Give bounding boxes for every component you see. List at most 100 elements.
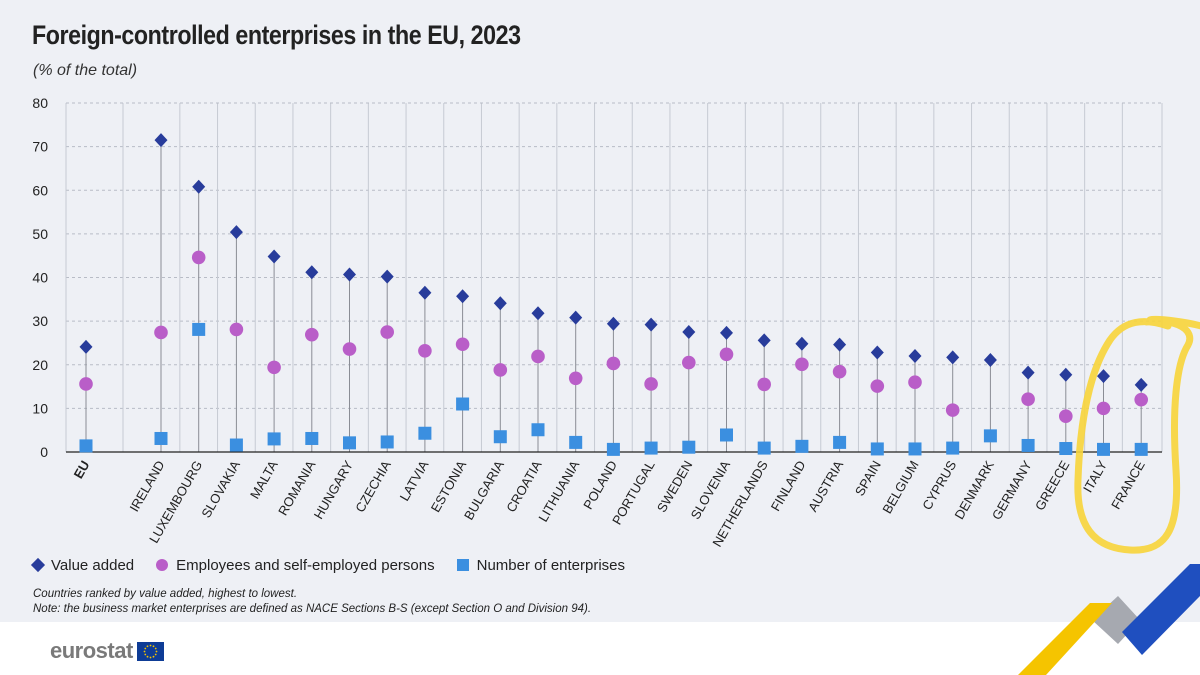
eurostat-logo[interactable]: eurostat: [50, 638, 164, 664]
x-tick-label: FINLAND: [768, 458, 809, 514]
y-tick-label: 20: [32, 357, 48, 373]
value-added-point: [343, 267, 356, 282]
x-tick-label: LATVIA: [397, 458, 432, 504]
x-tick-label: MALTA: [247, 458, 281, 502]
value-added-point: [380, 269, 394, 284]
legend-label-employees: Employees and self-employed persons: [176, 556, 435, 574]
ranking-note: Countries ranked by value added, highest…: [33, 588, 298, 600]
value-added-point: [720, 325, 733, 340]
x-tick-label: AUSTRIA: [805, 458, 846, 515]
value-added-point: [493, 296, 507, 311]
employees-point: [719, 347, 734, 362]
enterprises-point: [720, 428, 733, 442]
y-tick-label: 80: [32, 95, 48, 111]
chart-card: [0, 0, 1200, 622]
legend-label-enterprises: Number of enterprises: [476, 556, 626, 574]
employees-point: [682, 355, 696, 370]
value-added-point: [870, 345, 884, 360]
x-tick-label: HUNGARY: [311, 458, 357, 522]
enterprises-point: [456, 397, 470, 411]
enterprises-point: [606, 442, 620, 456]
value-added-point: [682, 325, 696, 340]
value-added-point: [1021, 365, 1035, 380]
employees-point: [342, 342, 357, 356]
enterprises-point: [908, 442, 922, 456]
x-tick-label: CROATIA: [503, 458, 545, 515]
y-tick-label: 60: [32, 182, 48, 198]
enterprises-point: [79, 439, 93, 453]
x-tick-label: SLOVAKIA: [198, 458, 243, 521]
enterprises-point: [946, 441, 960, 455]
x-tick-label: CYPRUS: [919, 458, 959, 513]
value-added-point: [192, 179, 206, 194]
value-added-point: [154, 133, 168, 148]
x-tick-label: BELGIUM: [879, 458, 921, 516]
legend-item-employees[interactable]: Employees and self-employed persons: [156, 556, 435, 574]
enterprises-point: [1097, 442, 1110, 456]
value-added-point: [418, 285, 432, 300]
value-added-point: [267, 249, 281, 264]
enterprises-point: [795, 439, 809, 453]
x-tick-label: ESTONIA: [428, 458, 470, 515]
value-added-point: [644, 317, 658, 332]
employees-point: [606, 356, 621, 371]
enterprises-point: [493, 430, 507, 444]
value-added-point: [1059, 367, 1073, 382]
value-added-point: [1134, 377, 1148, 392]
x-tick-label: ROMANIA: [275, 458, 318, 518]
enterprises-point: [154, 431, 168, 445]
enterprises-point: [418, 426, 432, 440]
x-tick-label: SWEDEN: [654, 458, 696, 515]
enterprises-point: [757, 441, 771, 455]
employees-point: [795, 357, 809, 372]
x-tick-label: EU: [71, 458, 93, 481]
diamond-marker-icon: [30, 557, 46, 573]
enterprises-point: [1059, 442, 1073, 456]
enterprises-point: [267, 432, 281, 446]
chart-subtitle: (% of the total): [33, 62, 138, 79]
enterprises-point: [343, 436, 356, 450]
x-tick-label: CZECHIA: [352, 458, 394, 515]
enterprises-point: [192, 322, 206, 336]
enterprises-point: [1134, 442, 1148, 456]
y-tick-label: 0: [40, 444, 48, 460]
footer-bar: [0, 622, 1200, 675]
employees-point: [493, 363, 508, 377]
circle-marker-icon: [156, 559, 169, 571]
x-tick-label: SPAIN: [852, 458, 884, 498]
employees-point: [531, 349, 545, 364]
definition-note: Note: the business market enterprises ar…: [33, 603, 592, 615]
logo-text: eurostat: [50, 638, 133, 663]
enterprises-point: [380, 435, 394, 449]
enterprises-point: [833, 435, 847, 449]
employees-point: [1021, 392, 1035, 407]
x-tick-label: FRANCE: [1108, 458, 1148, 512]
employees-point: [945, 403, 960, 417]
x-tick-label: POLAND: [580, 458, 620, 512]
value-added-point: [1097, 369, 1110, 384]
value-added-point: [229, 225, 243, 240]
employees-point: [191, 250, 206, 265]
enterprises-point: [305, 431, 319, 445]
enterprises-point: [531, 423, 545, 437]
legend-item-enterprises[interactable]: Number of enterprises: [456, 556, 626, 574]
value-added-point: [456, 289, 470, 304]
employees-point: [418, 343, 432, 358]
employees-point: [568, 371, 583, 386]
x-tick-label: GREECE: [1032, 458, 1073, 513]
value-added-point: [305, 265, 319, 280]
employees-point: [757, 377, 771, 392]
employees-point: [1096, 401, 1111, 416]
enterprises-point: [983, 429, 997, 443]
x-tick-label: ITALY: [1080, 458, 1110, 495]
enterprises-point: [229, 438, 243, 452]
enterprises-point: [870, 442, 884, 456]
employees-point: [1059, 409, 1073, 424]
y-tick-label: 70: [32, 139, 48, 155]
value-added-point: [531, 306, 545, 321]
square-marker-icon: [456, 559, 469, 571]
employees-point: [380, 325, 395, 339]
value-added-point: [983, 352, 997, 367]
y-tick-label: 50: [32, 226, 48, 242]
legend-item-value-added[interactable]: Value added: [30, 557, 134, 574]
